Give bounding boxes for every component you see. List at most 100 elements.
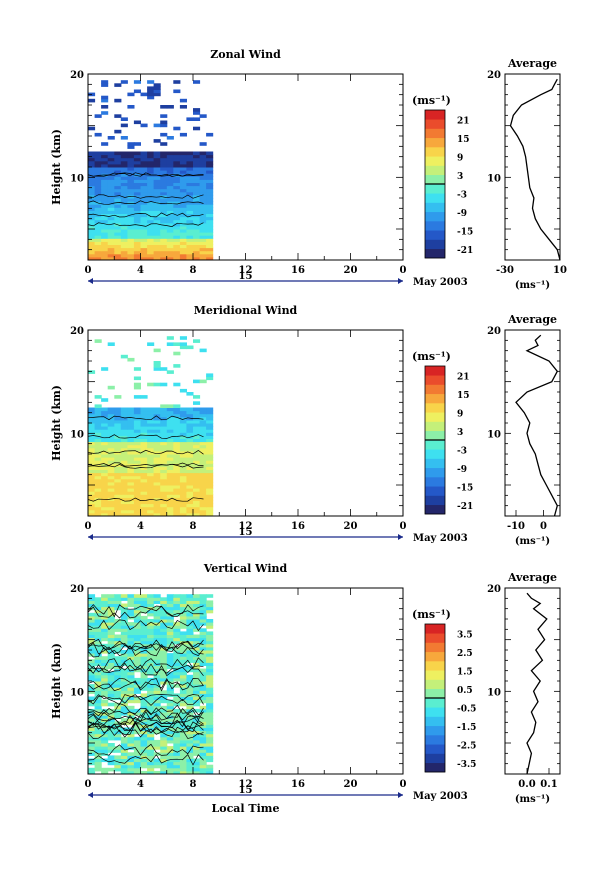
heatmap-cell: [160, 404, 168, 408]
heatmap-cell: [88, 229, 96, 233]
contour-line: [87, 641, 204, 655]
heatmap-cell: [120, 681, 128, 685]
heatmap-cell: [206, 491, 214, 495]
heatmap-cell: [140, 395, 148, 399]
heatmap-cell: [107, 603, 115, 608]
heatmap-cell: [133, 413, 141, 418]
heatmap-cell: [193, 466, 201, 470]
heatmap-cell: [166, 637, 174, 642]
contour-line: [87, 743, 204, 756]
heatmap-cell: [127, 488, 135, 492]
heatmap-cell: [101, 191, 109, 196]
heatmap-cell: [166, 167, 174, 171]
heatmap-cell: [199, 194, 207, 199]
heatmap-cell: [206, 600, 214, 604]
heatmap-cell: [114, 157, 122, 162]
colorbar-tick-label: 9: [457, 409, 463, 419]
heatmap-cell: [88, 634, 96, 639]
heatmap-cell: [186, 653, 194, 657]
heatmap-cell: [206, 441, 214, 446]
heatmap-cell: [160, 253, 168, 258]
heatmap-cell: [120, 241, 128, 245]
heatmap-cell: [153, 198, 161, 202]
heatmap-cell: [94, 696, 102, 701]
heatmap-cell: [186, 746, 194, 750]
heatmap-cell: [199, 176, 207, 180]
heatmap-cell: [147, 222, 155, 227]
heatmap-cell: [140, 472, 148, 477]
profile-frame: [504, 73, 561, 261]
heatmap-cell: [133, 173, 141, 177]
heatmap-cell: [206, 739, 214, 744]
heatmap-cell: [199, 503, 207, 508]
colorbar-bin: [425, 165, 445, 176]
heatmap-cell: [153, 219, 161, 224]
heatmap-cell: [160, 198, 168, 202]
heatmap-cell: [101, 736, 109, 741]
heatmap-cell: [88, 370, 96, 374]
heatmap-cell: [206, 410, 214, 415]
heatmap-cell: [160, 475, 168, 480]
heatmap-cell: [107, 761, 115, 766]
heatmap-cell: [107, 447, 115, 452]
heatmap-cell: [160, 622, 168, 626]
colorbar-bin: [425, 477, 445, 487]
heatmap-cell: [127, 179, 135, 183]
heatmap-cell: [120, 432, 128, 436]
heatmap-cell: [199, 749, 207, 753]
x-tick-label: 20: [344, 779, 358, 790]
heatmap-cell: [94, 210, 102, 214]
heatmap-cell: [107, 238, 115, 242]
heatmap-cell: [107, 594, 115, 598]
heatmap-cell: [88, 475, 96, 480]
heatmap-cell: [127, 640, 135, 645]
heatmap-cell: [140, 185, 148, 190]
heatmap-cell: [193, 488, 201, 492]
heatmap-cell: [160, 179, 168, 183]
heatmap-cell: [153, 179, 161, 183]
heatmap-cell: [140, 469, 148, 474]
heatmap-cell: [88, 619, 96, 623]
heatmap-cell: [107, 157, 115, 162]
heatmap-cell: [199, 419, 207, 424]
heatmap-cell: [153, 494, 161, 498]
heatmap-cell: [160, 743, 168, 747]
heatmap-cell: [160, 749, 168, 753]
heatmap-cell: [173, 684, 181, 688]
heatmap-cell: [206, 250, 214, 255]
heatmap-cell: [88, 244, 96, 249]
heatmap-cell: [160, 512, 168, 517]
heatmap-cell: [94, 615, 102, 620]
colorbar-tick-label: -9: [457, 465, 467, 475]
heatmap-cell: [153, 89, 161, 94]
heatmap-cell: [206, 687, 214, 691]
heatmap-cell: [114, 219, 122, 224]
heatmap-cell: [179, 225, 187, 230]
heatmap-cell: [94, 441, 102, 446]
heatmap-cell: [193, 407, 201, 412]
heatmap-cell: [166, 746, 174, 750]
heatmap-cell: [140, 478, 148, 483]
heatmap-cell: [153, 485, 161, 489]
heatmap-cell: [193, 761, 201, 766]
heatmap-cell: [153, 460, 161, 464]
heatmap-cell: [179, 253, 187, 258]
heatmap-cell: [147, 342, 155, 346]
heatmap-cell: [133, 488, 141, 492]
heatmap-cell: [179, 256, 187, 261]
heatmap-cell: [114, 646, 122, 651]
heatmap-cell: [107, 444, 115, 449]
heatmap-cell: [160, 222, 168, 227]
heatmap-cell: [147, 210, 155, 214]
heatmap-cell: [153, 419, 161, 424]
heatmap-cell: [179, 407, 187, 412]
heatmap-cell: [179, 219, 187, 224]
heatmap-cell: [140, 163, 148, 168]
heatmap-cell: [206, 426, 214, 430]
heatmap-cell: [114, 432, 122, 436]
heatmap-cell: [166, 238, 174, 242]
heatmap-cell: [114, 244, 122, 249]
heatmap-cell: [206, 727, 214, 732]
heatmap-cell: [153, 348, 161, 353]
heatmap-cell: [88, 752, 96, 756]
